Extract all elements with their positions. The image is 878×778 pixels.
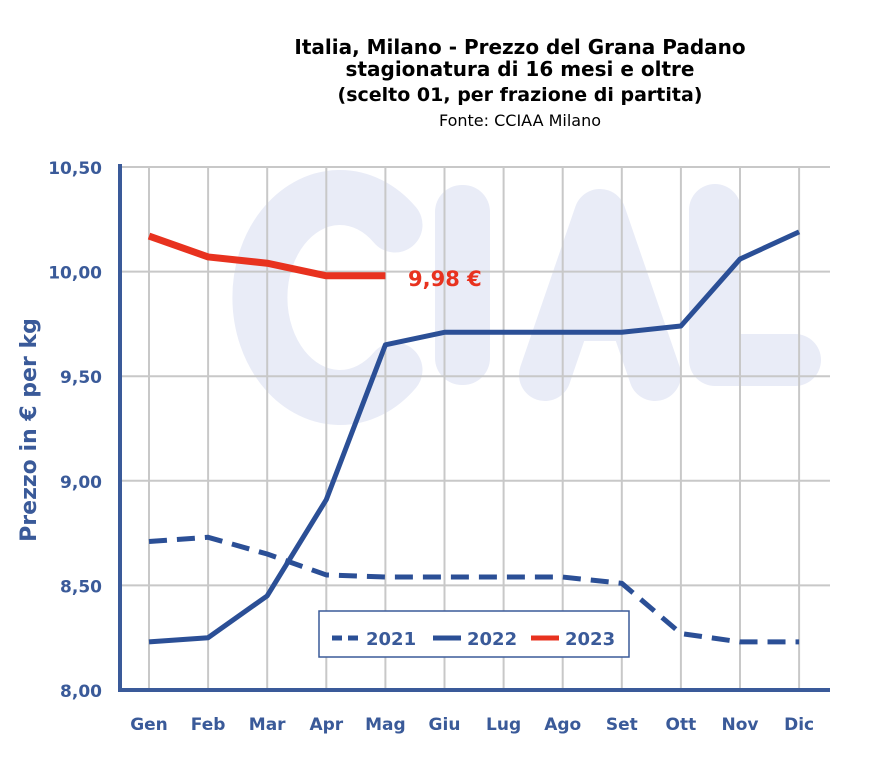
y-axis-label: Prezzo in € per kg: [17, 318, 42, 542]
legend-label: 2023: [565, 629, 615, 650]
series-line-2021: [148, 534, 800, 645]
x-tick-label: Gen: [130, 715, 168, 735]
y-tick-label: 10,50: [48, 159, 102, 179]
x-tick-label: Set: [606, 715, 638, 735]
y-tick-label: 8,50: [60, 577, 102, 597]
legend-label: 2021: [366, 629, 416, 650]
y-tick-label: 9,50: [60, 368, 102, 388]
chart-source: Fonte: CCIAA Milano: [438, 111, 602, 130]
x-tick-label: Ago: [544, 715, 581, 735]
legend-box: [318, 610, 630, 658]
x-tick-label: Nov: [722, 715, 759, 735]
x-tick-label: Ott: [666, 715, 697, 735]
watermark-logo-i: [435, 185, 490, 385]
last-value-annotation: 9,98 €: [408, 267, 482, 291]
watermark-logo-a: [519, 189, 681, 401]
chart-subtitle: stagionatura di 16 mesi e oltre: [345, 57, 695, 81]
y-tick-label: 9,00: [60, 473, 102, 493]
x-tick-label: Lug: [486, 715, 521, 735]
x-tick-label: Mag: [365, 715, 406, 735]
chart-subtitle-2: (scelto 01, per frazione di partita): [337, 84, 703, 106]
x-tick-label: Dic: [784, 715, 814, 735]
watermark-logo-c: [232, 170, 423, 425]
legend-label: 2022: [467, 629, 517, 650]
x-tick-label: Giu: [429, 715, 461, 735]
series-line-2023: [147, 232, 386, 280]
watermark-logo-l: [689, 184, 821, 386]
series-line-2022: [148, 229, 801, 645]
chart-title: Italia, Milano - Prezzo del Grana Padano: [294, 35, 746, 59]
y-tick-label: 8,00: [60, 682, 102, 702]
x-tick-label: Feb: [191, 715, 226, 735]
x-tick-label: Mar: [249, 715, 286, 735]
x-tick-label: Apr: [309, 715, 343, 735]
y-tick-label: 10,00: [48, 264, 102, 284]
